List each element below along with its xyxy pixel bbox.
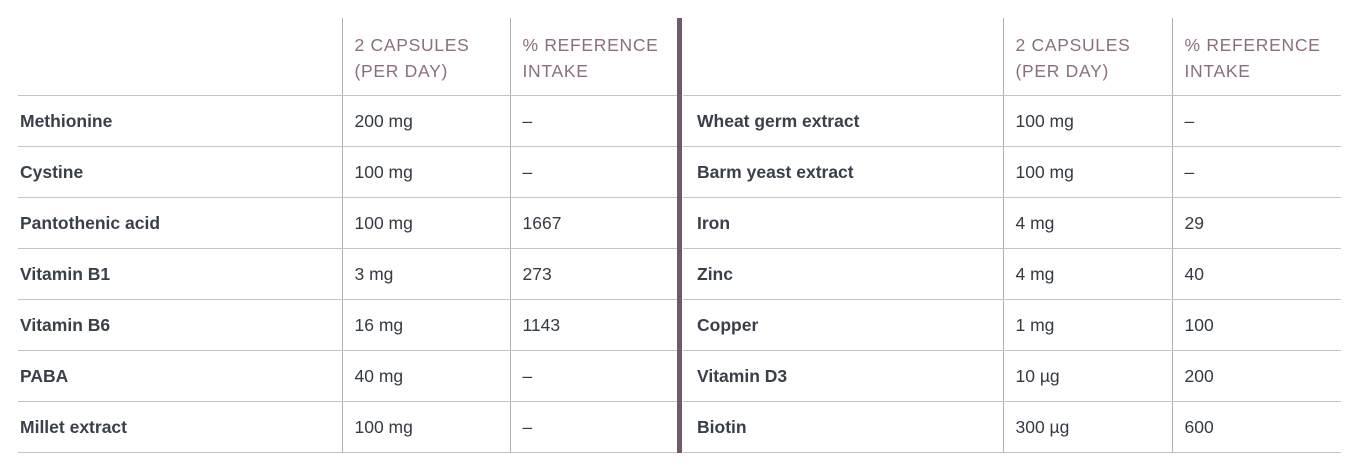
reference-value: –	[509, 146, 678, 198]
column-divider	[677, 18, 682, 453]
dose-value: 10 µg	[1002, 350, 1172, 402]
ingredient-name: Zinc	[683, 248, 1003, 300]
header-ingredient	[18, 18, 342, 96]
header-dose-line2: (PER DAY)	[1015, 61, 1109, 81]
header-ingredient	[683, 18, 1003, 96]
ingredient-name: PABA	[18, 350, 342, 402]
reference-value: 29	[1171, 197, 1341, 249]
header-ref-line1: % REFERENCE	[522, 35, 659, 55]
header-ref-line2: INTAKE	[1184, 61, 1251, 81]
header-row: 2 CAPSULES (PER DAY) % REFERENCE INTAKE	[18, 18, 678, 96]
header-row: 2 CAPSULES (PER DAY) % REFERENCE INTAKE	[683, 18, 1341, 96]
reference-value: –	[1171, 146, 1341, 198]
reference-value: –	[509, 95, 678, 147]
reference-value: –	[1171, 95, 1341, 147]
table-row: Cystine 100 mg –	[18, 146, 678, 198]
ingredient-name: Cystine	[18, 146, 342, 198]
table-row: Iron 4 mg 29	[683, 197, 1341, 249]
table-row: PABA 40 mg –	[18, 350, 678, 402]
table-row: Copper 1 mg 100	[683, 299, 1341, 351]
dose-value: 100 mg	[341, 197, 510, 249]
dose-value: 100 mg	[1002, 146, 1172, 198]
reference-value: 40	[1171, 248, 1341, 300]
header-reference-intake: % REFERENCE INTAKE	[1171, 18, 1341, 96]
reference-value: 273	[509, 248, 678, 300]
table-row: Barm yeast extract 100 mg –	[683, 146, 1341, 198]
right-nutrient-table: 2 CAPSULES (PER DAY) % REFERENCE INTAKE …	[683, 18, 1341, 453]
reference-value: 1143	[509, 299, 678, 351]
reference-value: 600	[1171, 401, 1341, 453]
dose-value: 1 mg	[1002, 299, 1172, 351]
dose-value: 3 mg	[341, 248, 510, 300]
ingredient-name: Copper	[683, 299, 1003, 351]
table-row: Zinc 4 mg 40	[683, 248, 1341, 300]
ingredient-name: Vitamin D3	[683, 350, 1003, 402]
nutrient-table-left: 2 CAPSULES (PER DAY) % REFERENCE INTAKE …	[18, 18, 678, 453]
table-row: Biotin 300 µg 600	[683, 401, 1341, 453]
nutrient-table-right: 2 CAPSULES (PER DAY) % REFERENCE INTAKE …	[683, 18, 1341, 453]
dose-value: 100 mg	[1002, 95, 1172, 147]
header-dose-line1: 2 CAPSULES	[354, 35, 470, 55]
table-row: Vitamin B1 3 mg 273	[18, 248, 678, 300]
ingredient-name: Methionine	[18, 95, 342, 147]
header-dose: 2 CAPSULES (PER DAY)	[341, 18, 510, 96]
reference-value: –	[509, 401, 678, 453]
reference-value: –	[509, 350, 678, 402]
dose-value: 16 mg	[341, 299, 510, 351]
reference-value: 100	[1171, 299, 1341, 351]
dose-value: 4 mg	[1002, 248, 1172, 300]
table-row: Wheat germ extract 100 mg –	[683, 95, 1341, 147]
header-ref-line2: INTAKE	[522, 61, 589, 81]
ingredient-name: Vitamin B6	[18, 299, 342, 351]
ingredient-name: Millet extract	[18, 401, 342, 453]
header-ref-line1: % REFERENCE	[1184, 35, 1321, 55]
header-dose-line1: 2 CAPSULES	[1015, 35, 1131, 55]
table-row: Methionine 200 mg –	[18, 95, 678, 147]
ingredient-name: Vitamin B1	[18, 248, 342, 300]
table-row: Vitamin D3 10 µg 200	[683, 350, 1341, 402]
header-dose-line2: (PER DAY)	[354, 61, 448, 81]
ingredient-name: Iron	[683, 197, 1003, 249]
ingredient-name: Wheat germ extract	[683, 95, 1003, 147]
dose-value: 100 mg	[341, 146, 510, 198]
ingredient-name: Barm yeast extract	[683, 146, 1003, 198]
table-row: Millet extract 100 mg –	[18, 401, 678, 453]
dose-value: 100 mg	[341, 401, 510, 453]
ingredient-name: Pantothenic acid	[18, 197, 342, 249]
dose-value: 200 mg	[341, 95, 510, 147]
table-row: Vitamin B6 16 mg 1143	[18, 299, 678, 351]
table-row: Pantothenic acid 100 mg 1667	[18, 197, 678, 249]
dose-value: 40 mg	[341, 350, 510, 402]
ingredient-name: Biotin	[683, 401, 1003, 453]
dose-value: 4 mg	[1002, 197, 1172, 249]
dose-value: 300 µg	[1002, 401, 1172, 453]
header-reference-intake: % REFERENCE INTAKE	[509, 18, 678, 96]
reference-value: 1667	[509, 197, 678, 249]
reference-value: 200	[1171, 350, 1341, 402]
left-nutrient-table: 2 CAPSULES (PER DAY) % REFERENCE INTAKE …	[18, 18, 678, 453]
header-dose: 2 CAPSULES (PER DAY)	[1002, 18, 1172, 96]
